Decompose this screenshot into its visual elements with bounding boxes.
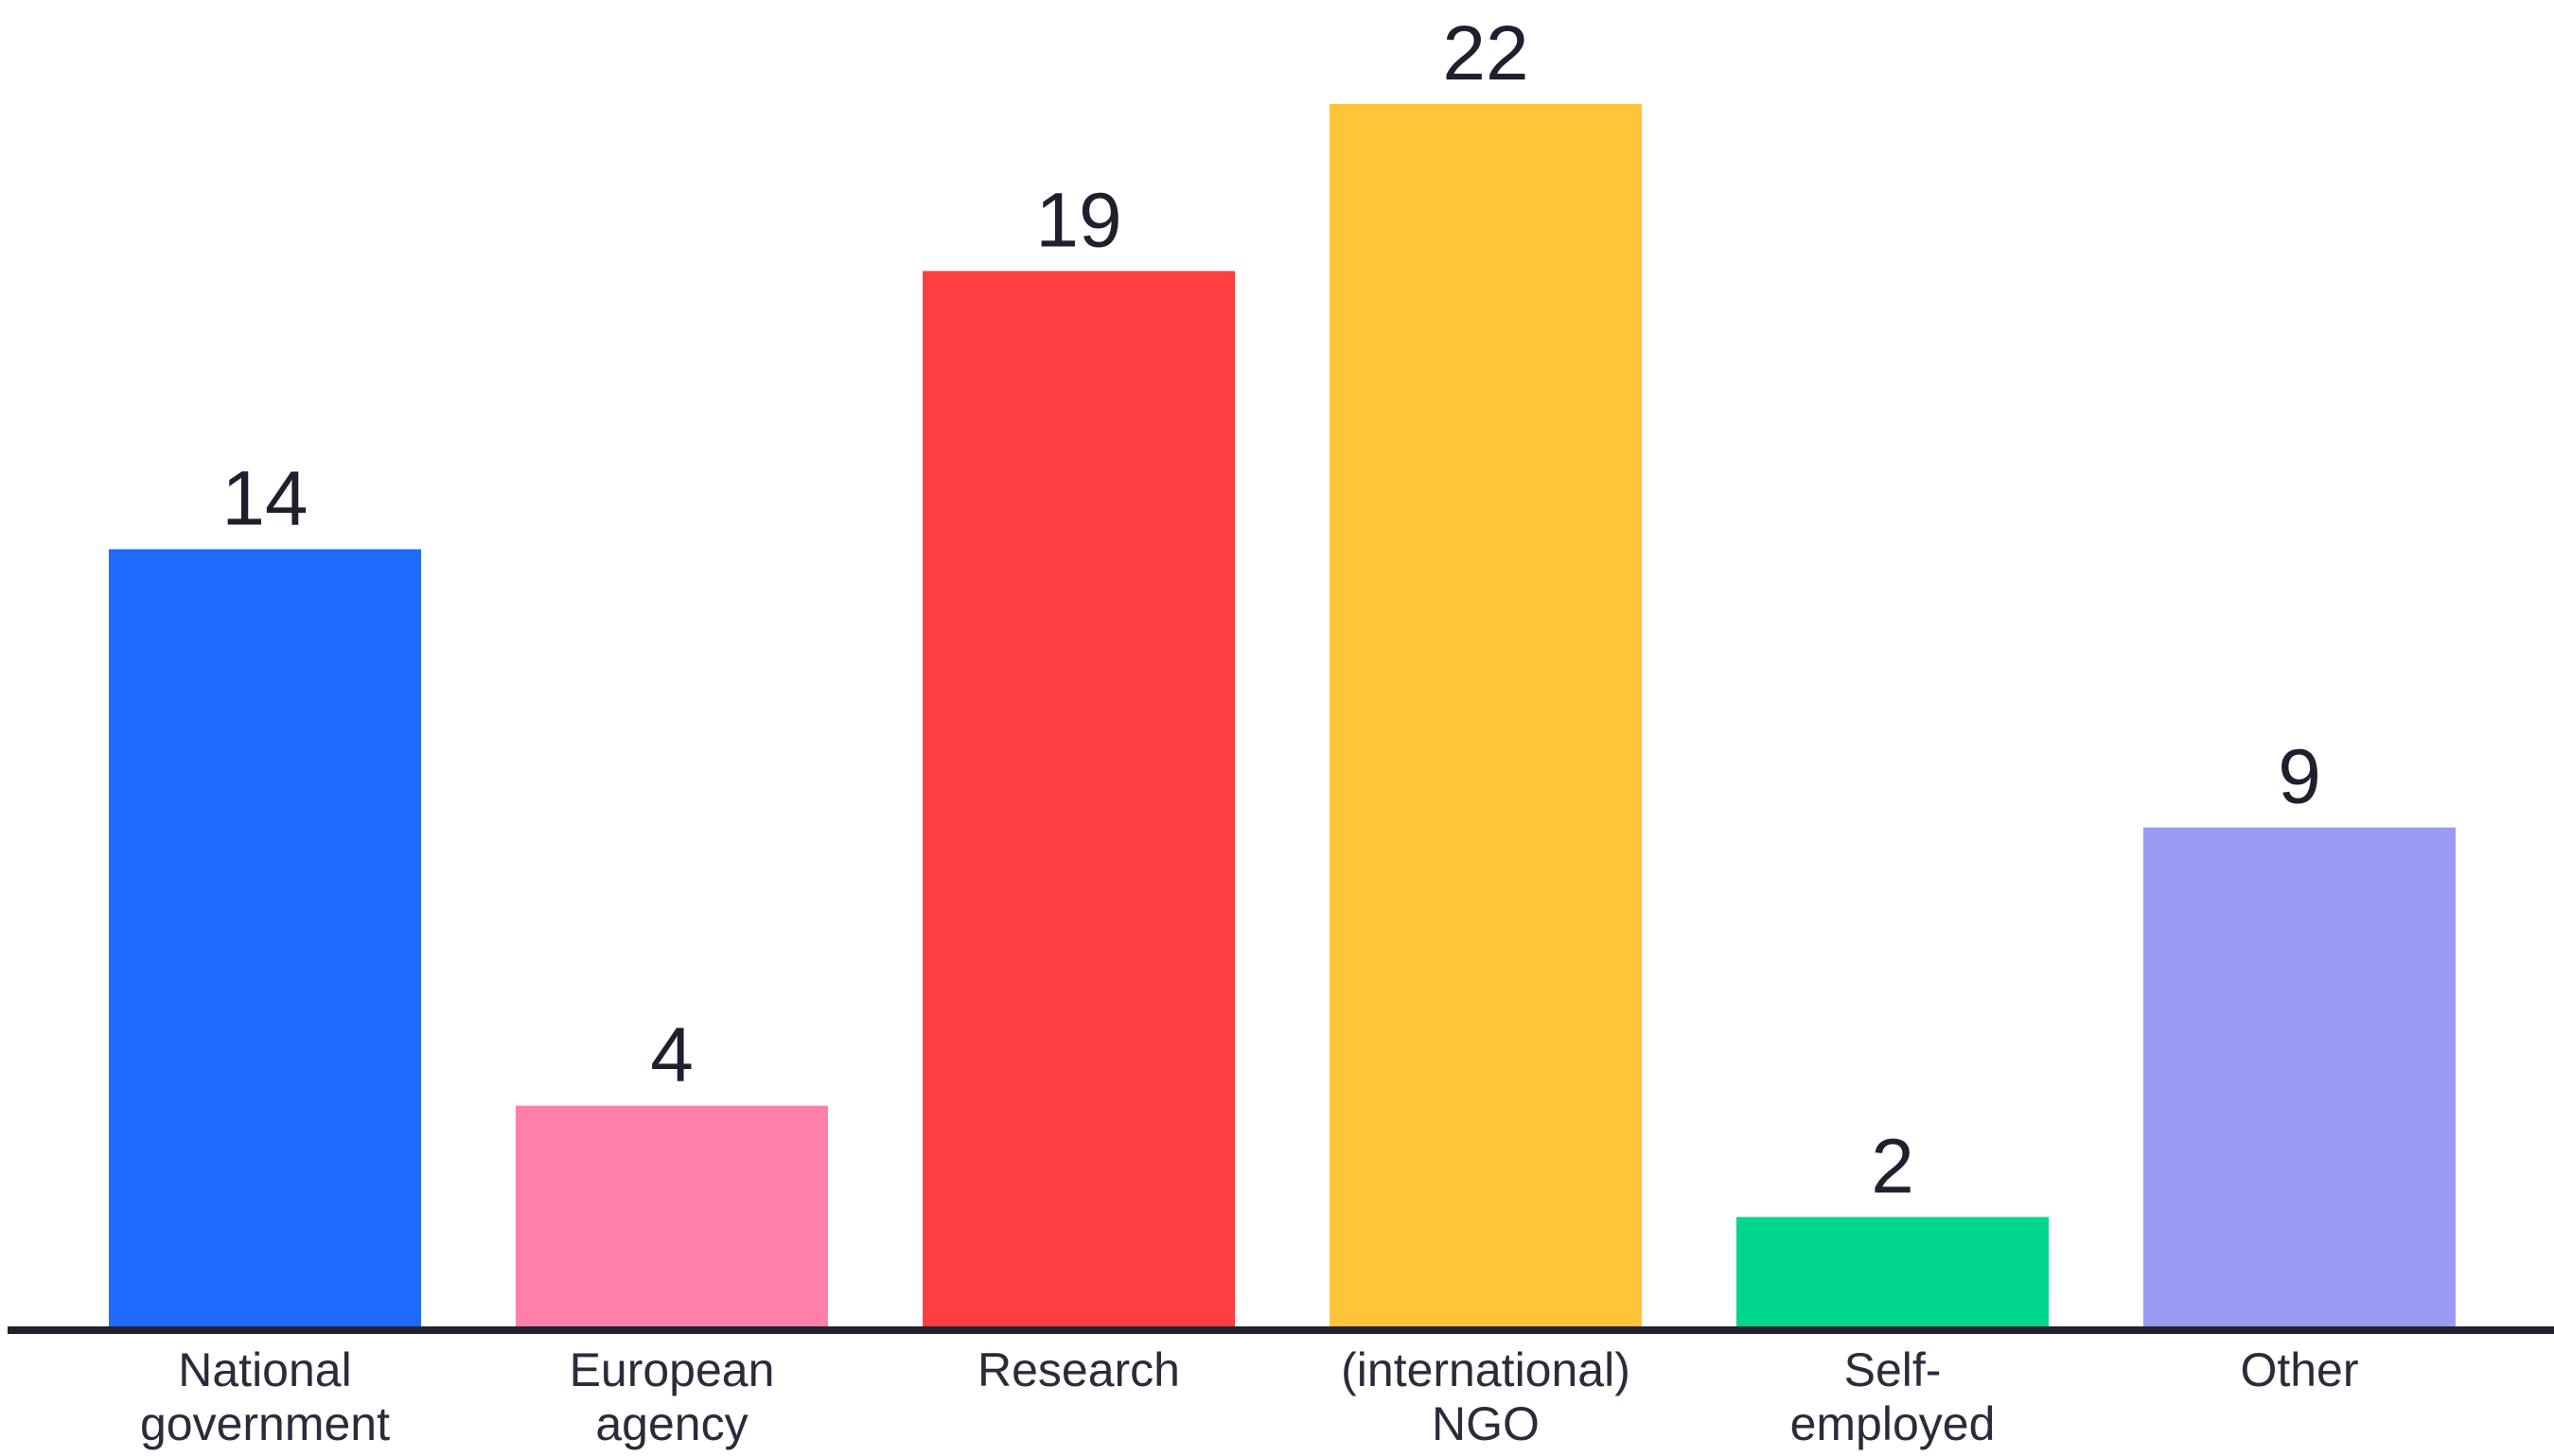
data-label-2: 19 [1035, 177, 1121, 263]
x-tick-label-1: European agency [570, 1343, 775, 1450]
data-label-0: 14 [221, 456, 308, 542]
x-tick-label-line: Research [978, 1343, 1180, 1396]
data-label-4: 2 [1871, 1123, 1914, 1209]
x-tick-label-line: employed [1790, 1397, 1996, 1450]
data-label-1: 4 [650, 1012, 694, 1098]
x-tick-label-0: National government [140, 1343, 390, 1450]
x-tick-labels-group: National government European agency Research… [140, 1343, 2359, 1450]
x-tick-label-line: government [140, 1397, 390, 1450]
bar-3 [1330, 104, 1642, 1328]
data-label-5: 9 [2278, 734, 2321, 820]
bar-1 [516, 1105, 828, 1328]
x-tick-label-5: Other [2240, 1343, 2358, 1396]
x-tick-label-2: Research [978, 1343, 1180, 1396]
bar-5 [2143, 827, 2456, 1328]
x-tick-label-line: Self- [1844, 1343, 1942, 1396]
x-tick-label-line: NGO [1432, 1397, 1540, 1450]
x-tick-label-line: European [570, 1343, 775, 1396]
x-tick-label-line: National [178, 1343, 351, 1396]
bar-0 [109, 549, 421, 1328]
bar-4 [1736, 1217, 2049, 1328]
bar-2 [923, 271, 1235, 1328]
x-tick-label-4: Self-employed [1790, 1343, 1996, 1450]
x-tick-label-line: Other [2240, 1343, 2358, 1396]
x-tick-label-line: agency [595, 1397, 748, 1450]
x-tick-label-line: (international) [1341, 1343, 1630, 1396]
data-label-3: 22 [1442, 10, 1528, 96]
x-tick-label-3: (international) NGO [1341, 1343, 1630, 1450]
bars-group [109, 104, 2456, 1328]
